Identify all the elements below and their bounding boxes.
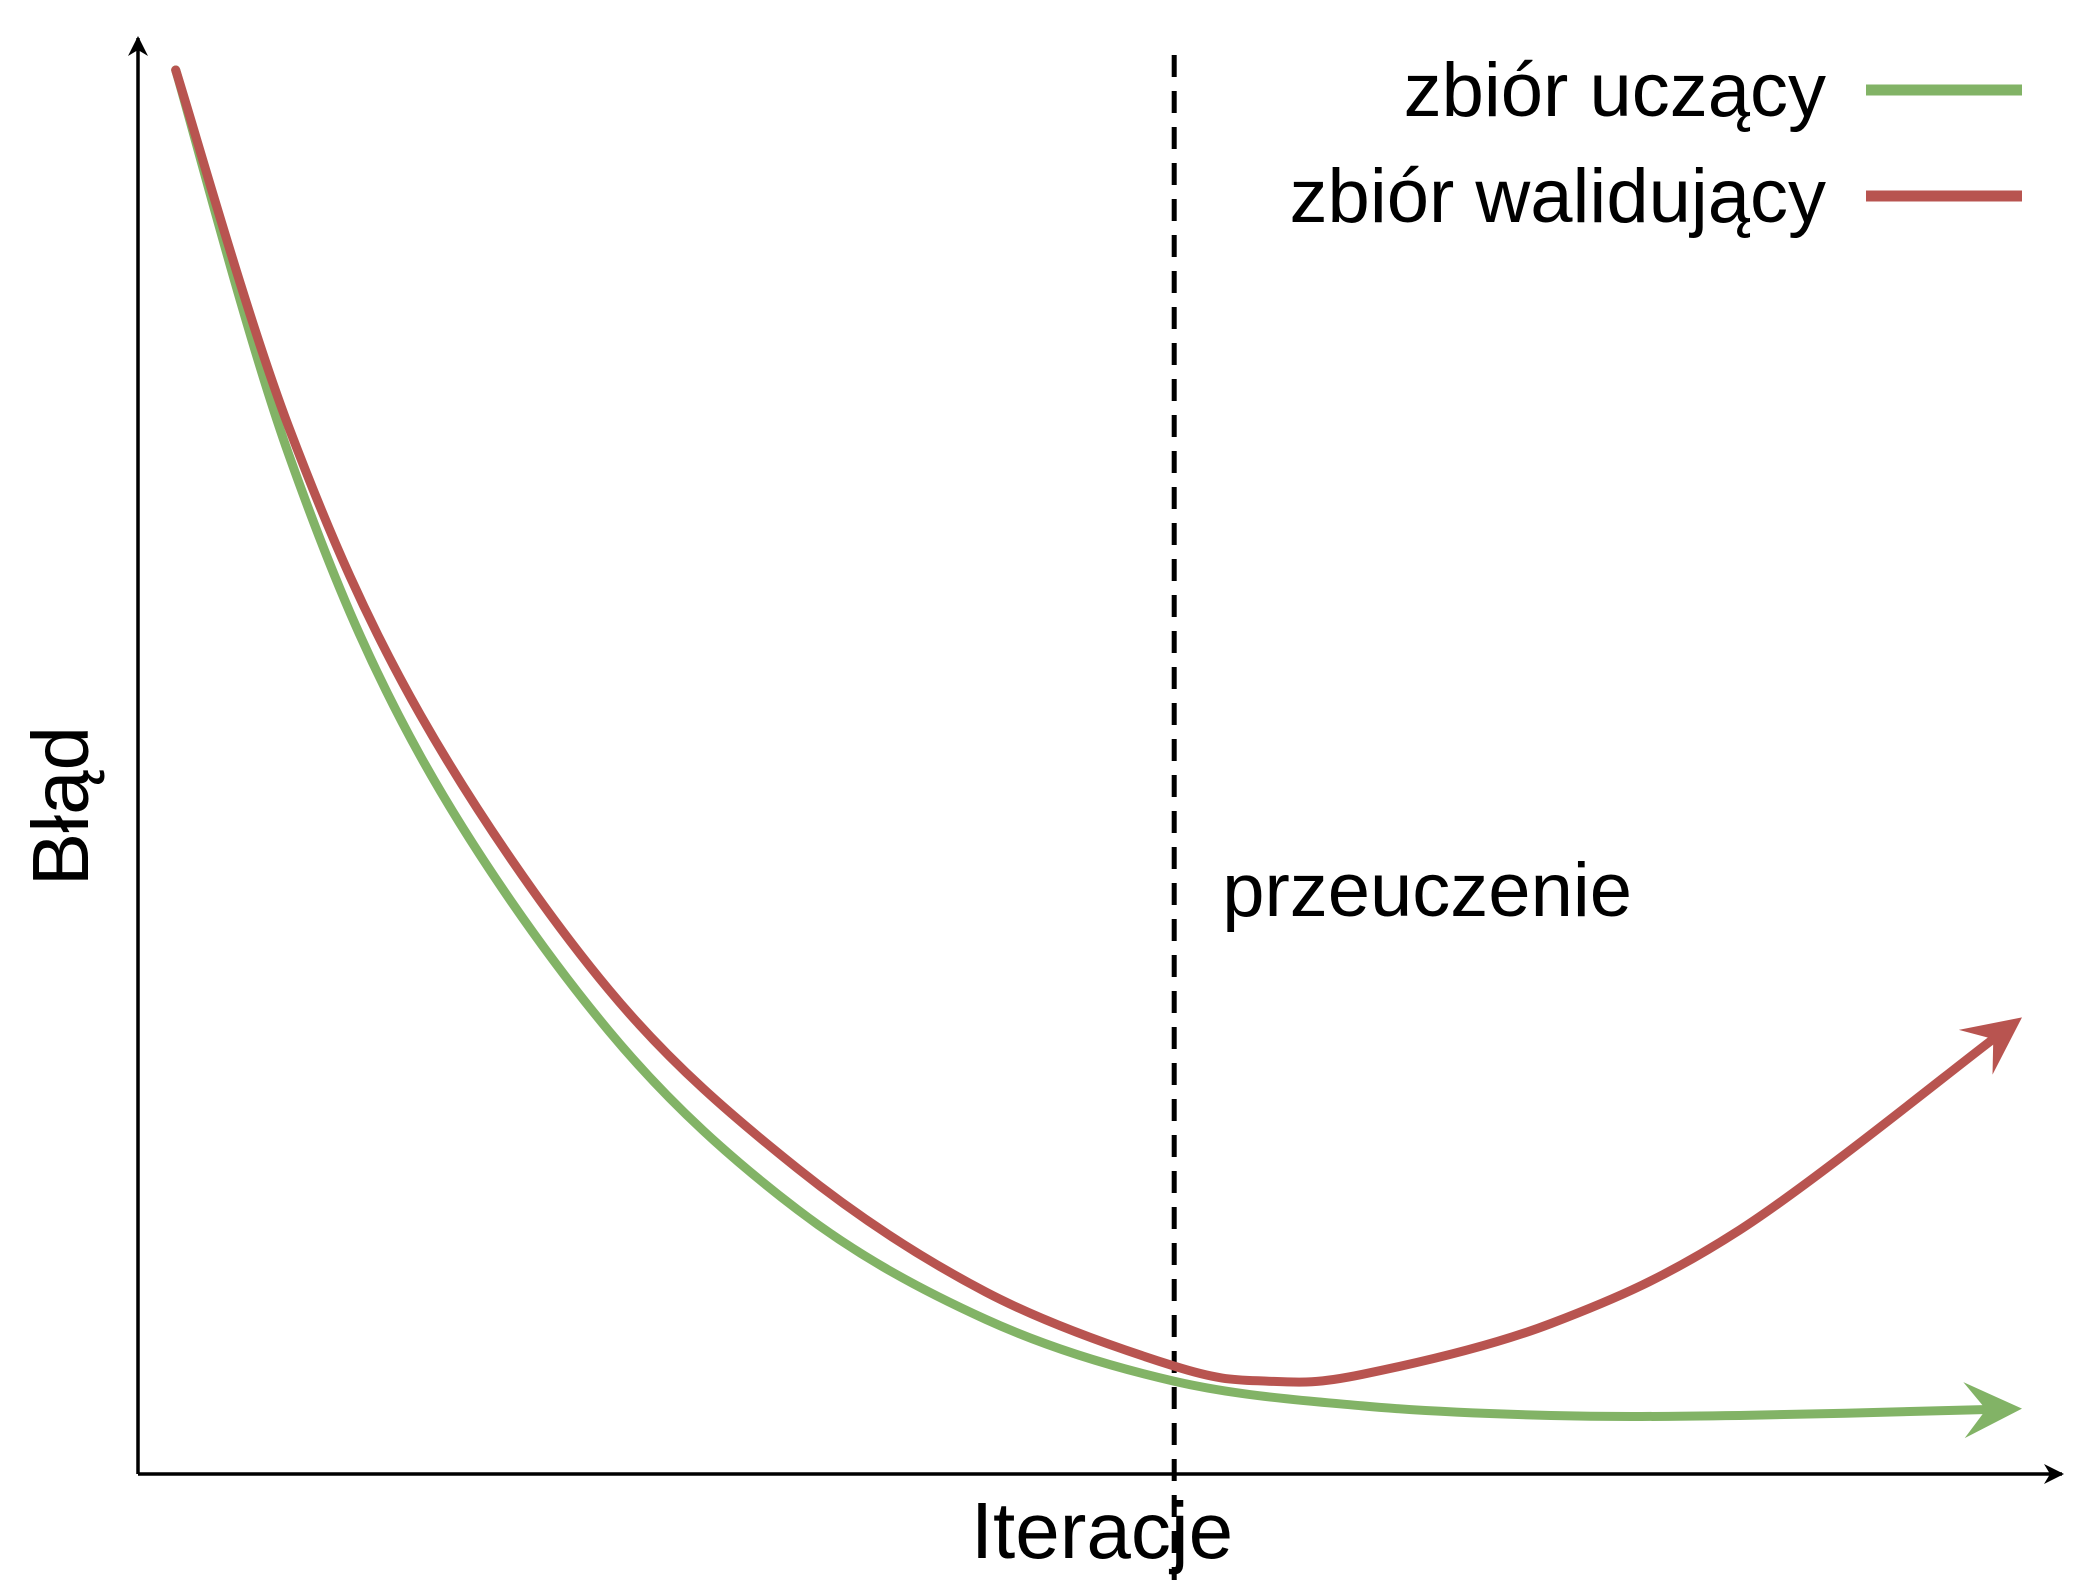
- y-axis-label: Błąd: [16, 726, 105, 886]
- legend: zbiór uczący zbiór walidujący: [1290, 48, 2022, 239]
- legend-label-0: zbiór uczący: [1404, 48, 1826, 133]
- series-line-1: [171, 65, 1999, 1387]
- series-layer: [171, 65, 2022, 1439]
- legend-label-1: zbiór walidujący: [1290, 154, 1826, 239]
- series-arrowhead-1: [1958, 1017, 2022, 1075]
- series-arrowhead-0: [1963, 1382, 2022, 1439]
- x-axis-label: Iteracje: [971, 1486, 1233, 1575]
- series-line-0: [171, 65, 1992, 1421]
- overfitting-label: przeuczenie: [1222, 848, 1632, 933]
- axes: [128, 36, 2064, 1484]
